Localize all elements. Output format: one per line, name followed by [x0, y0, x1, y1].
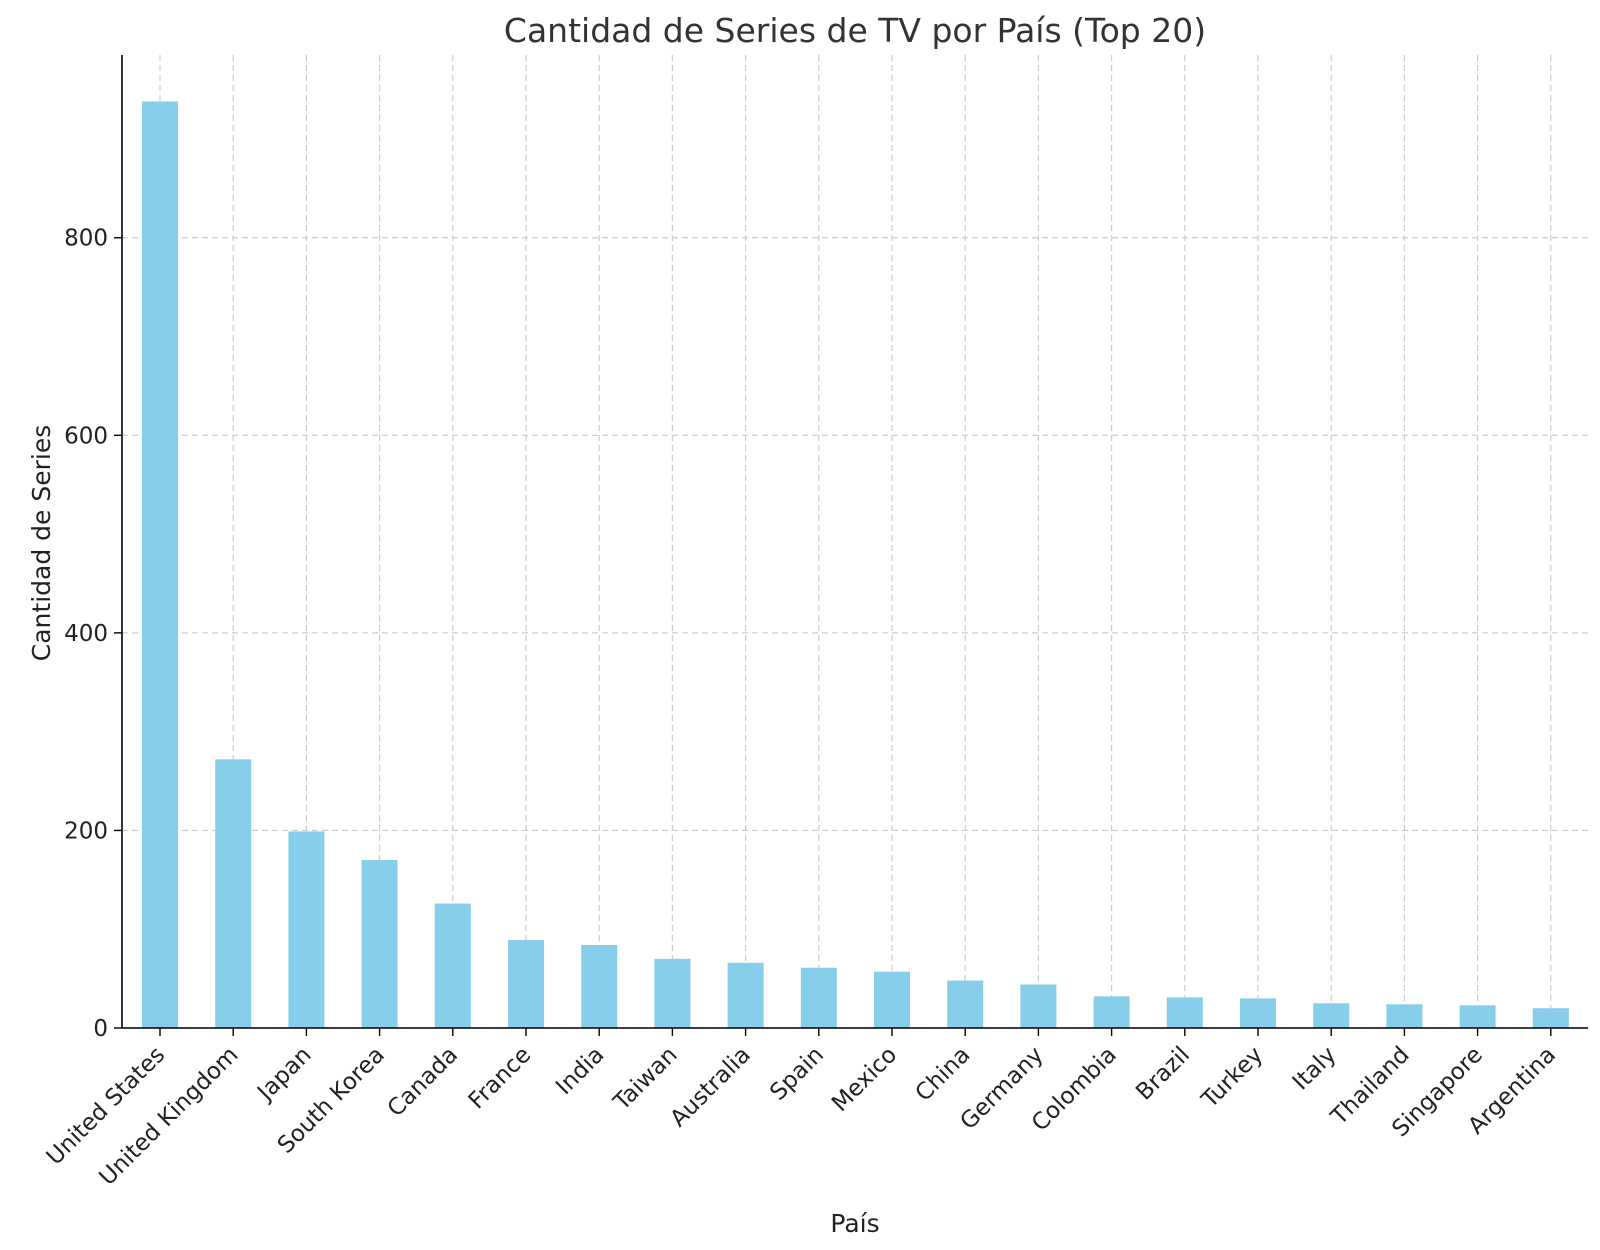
y-tick-label: 400 [64, 621, 108, 647]
x-tick-label: Taiwan [608, 1042, 682, 1116]
bar [508, 940, 544, 1028]
grid [122, 55, 1588, 1029]
y-tick-label: 200 [64, 818, 108, 844]
x-tick-label: Brazil [1131, 1042, 1195, 1106]
x-tick-label: Spain [765, 1042, 829, 1106]
bar [1020, 984, 1057, 1028]
x-tick-label: China [911, 1042, 976, 1107]
bar [1532, 1008, 1569, 1028]
y-ticks: 0 200 400 600 800 [64, 226, 122, 1042]
bar [1386, 1004, 1423, 1028]
bar [874, 971, 910, 1028]
bar [1240, 998, 1276, 1028]
bar [581, 945, 618, 1028]
x-tick-label: Turkey [1196, 1042, 1268, 1114]
bar [215, 759, 252, 1028]
bar [1313, 1003, 1350, 1028]
y-tick-label: 800 [64, 226, 108, 252]
bar [434, 903, 471, 1028]
bar [654, 958, 691, 1028]
bar [727, 962, 764, 1028]
x-tick-label: United Kingdom [95, 1042, 244, 1191]
chart-title: Cantidad de Series de TV por País (Top 2… [504, 11, 1206, 50]
y-tick-label: 600 [64, 423, 108, 449]
bar [947, 980, 984, 1028]
x-axis-label: País [830, 1209, 879, 1238]
bar [361, 860, 398, 1028]
x-tick-label: Canada [383, 1042, 463, 1122]
y-axis-label: Cantidad de Series [27, 425, 56, 661]
bar [288, 831, 325, 1028]
x-tick-label: Japan [251, 1042, 316, 1107]
bar [800, 967, 837, 1028]
bar [1166, 997, 1203, 1028]
bar [142, 101, 178, 1028]
y-tick-label: 0 [93, 1016, 108, 1042]
bar [1459, 1005, 1496, 1028]
axes [121, 55, 1588, 1029]
x-tick-label: Australia [666, 1042, 756, 1132]
x-tick-label: France [464, 1042, 536, 1114]
x-tick-label: Italy [1288, 1042, 1342, 1096]
x-tick-label: India [551, 1042, 609, 1100]
bars [142, 101, 1569, 1028]
bar [1093, 996, 1130, 1028]
x-tick-label: Mexico [827, 1042, 902, 1117]
